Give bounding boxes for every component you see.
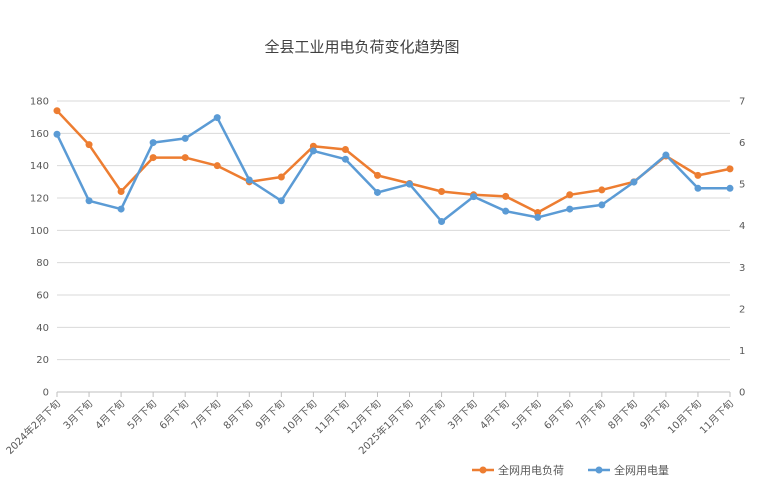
left-tick-label: 60	[36, 291, 49, 302]
data-point	[694, 184, 702, 192]
data-point	[181, 134, 189, 142]
data-point	[149, 139, 157, 147]
data-point	[309, 147, 317, 155]
data-point	[726, 165, 734, 173]
data-point	[438, 188, 446, 196]
legend-label-consumption: 全网用电量	[614, 463, 669, 477]
x-tick-label: 3月下旬	[445, 397, 480, 432]
right-tick-label: 1	[739, 346, 745, 357]
x-tick-label: 10月下旬	[665, 397, 704, 436]
data-point	[662, 151, 670, 159]
data-point	[534, 213, 542, 221]
x-tick-label: 11月下旬	[697, 397, 736, 436]
data-point	[694, 171, 702, 179]
data-point	[53, 107, 61, 115]
data-point	[245, 176, 253, 184]
x-tick-label: 8月下旬	[605, 397, 640, 432]
series-line-0	[55, 109, 732, 214]
data-point	[534, 209, 542, 217]
right-tick-label: 4	[739, 221, 745, 232]
left-tick-label: 160	[30, 129, 49, 140]
gridlines	[57, 100, 730, 361]
x-tick-label: 6月下旬	[156, 397, 191, 432]
x-tick-label: 11月下旬	[312, 397, 351, 436]
legend-label-load: 全网用电负荷	[498, 463, 564, 477]
data-point	[630, 178, 638, 186]
data-point	[85, 141, 93, 149]
x-tick-label: 5月下旬	[124, 397, 159, 432]
x-axis-ticks: 2024年2月下旬3月下旬4月下旬5月下旬6月下旬7月下旬8月下旬9月下旬10月…	[3, 397, 736, 457]
x-tick-label: 7月下旬	[188, 397, 223, 432]
chart-title: 全县工业用电负荷变化趋势图	[264, 38, 459, 56]
data-point	[277, 197, 285, 205]
x-tick-label: 3月下旬	[60, 397, 95, 432]
right-axis-ticks: 0 1 2 3 4 5 6 7	[739, 97, 745, 399]
x-tick-label: 4月下旬	[92, 397, 127, 432]
left-tick-label: 0	[43, 388, 49, 399]
data-point	[373, 188, 381, 196]
x-tick-label: 4月下旬	[477, 397, 512, 432]
x-tick-label: 8月下旬	[220, 397, 255, 432]
x-tick-label: 2025年1月下旬	[356, 397, 416, 457]
x-tick-label: 2月下旬	[413, 397, 448, 432]
x-tick-label: 10月下旬	[280, 397, 319, 436]
series-line-1	[55, 116, 732, 223]
data-point	[181, 154, 189, 162]
data-point	[341, 146, 349, 153]
data-point	[470, 193, 478, 201]
data-point	[598, 201, 606, 209]
legend-marker-load	[479, 466, 487, 474]
axes	[56, 391, 731, 397]
left-tick-label: 80	[36, 258, 49, 269]
left-axis-ticks: 0 20 40 60 80 100 120 140 160 180	[30, 97, 49, 399]
data-point	[117, 205, 125, 213]
x-tick-label: 7月下旬	[573, 397, 608, 432]
right-tick-label: 6	[739, 138, 745, 149]
data-point	[566, 205, 574, 213]
left-tick-label: 20	[36, 355, 49, 366]
data-point	[53, 130, 61, 138]
data-point	[277, 173, 285, 181]
right-tick-label: 7	[739, 97, 745, 108]
data-point	[566, 191, 574, 199]
left-tick-label: 100	[30, 226, 49, 237]
data-point	[213, 162, 221, 170]
x-tick-label: 2024年2月下旬	[3, 397, 63, 457]
right-tick-label: 0	[739, 388, 745, 399]
legend-marker-consumption	[595, 466, 603, 474]
data-point	[502, 192, 510, 200]
data-point	[502, 207, 510, 215]
data-point	[149, 154, 157, 162]
data-point	[438, 218, 446, 226]
series-layer	[53, 107, 734, 226]
data-point	[598, 186, 606, 194]
data-point	[341, 155, 349, 163]
data-point	[213, 114, 221, 122]
left-tick-label: 140	[30, 161, 49, 172]
right-tick-label: 3	[739, 263, 745, 274]
data-point	[726, 184, 734, 192]
data-point	[117, 188, 125, 196]
data-point	[85, 197, 93, 205]
x-tick-label: 5月下旬	[509, 397, 544, 432]
right-tick-label: 2	[739, 304, 745, 315]
right-tick-label: 5	[739, 180, 745, 191]
data-point	[406, 180, 414, 188]
left-tick-label: 40	[36, 323, 49, 334]
left-tick-label: 180	[30, 97, 49, 108]
legend: 全网用电负荷 全网用电量	[472, 463, 669, 477]
data-point	[373, 171, 381, 179]
x-tick-label: 6月下旬	[541, 397, 576, 432]
left-tick-label: 120	[30, 194, 49, 205]
